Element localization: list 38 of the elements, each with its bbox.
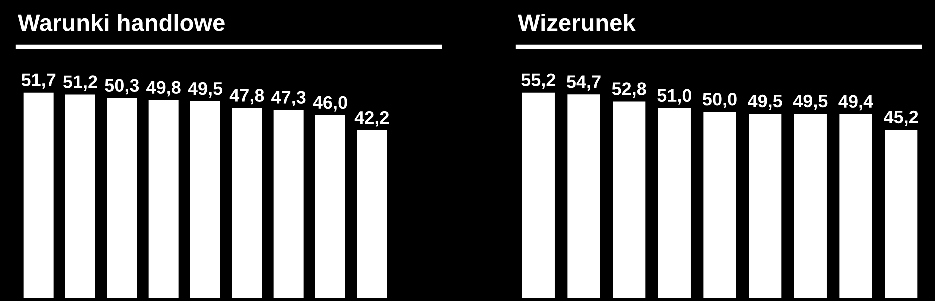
data-label: 49,8: [146, 81, 181, 97]
data-label: 49,5: [748, 94, 782, 110]
bar: [658, 108, 691, 298]
data-label: 47,8: [230, 89, 264, 105]
data-label: 51,7: [22, 74, 56, 90]
data-label: 47,3: [272, 91, 306, 107]
data-label: 55,2: [522, 74, 556, 90]
data-label: 49,5: [793, 94, 828, 110]
data-label: 45,2: [884, 110, 918, 126]
bar: [840, 114, 872, 298]
data-label: 42,2: [354, 111, 390, 127]
data-label: 49,4: [838, 95, 874, 111]
data-label: 50,3: [105, 79, 140, 95]
data-label: 54,7: [566, 76, 601, 91]
bar: [568, 94, 600, 298]
bar: [794, 114, 827, 298]
chart-title: Warunki handlowe: [18, 14, 225, 32]
data-label: 46,0: [313, 96, 348, 112]
bar: [190, 102, 220, 298]
bar: [749, 114, 782, 298]
data-label: 52,8: [612, 82, 646, 98]
bar: [885, 130, 918, 298]
bar: [316, 115, 346, 298]
bar: [107, 98, 138, 298]
bar: [232, 108, 262, 298]
data-label: 49,5: [188, 82, 223, 98]
data-label: 50,0: [702, 93, 737, 108]
chart-title: Wizerunek: [518, 14, 636, 32]
data-label: 51,2: [63, 76, 98, 92]
bar: [274, 110, 304, 298]
bar: [704, 112, 736, 298]
bar: [148, 100, 179, 298]
bar: [24, 92, 54, 298]
bar: [522, 92, 555, 298]
bar: [613, 102, 646, 298]
bar: [66, 94, 96, 298]
bar: [357, 130, 388, 298]
data-label: 51,0: [658, 89, 692, 105]
